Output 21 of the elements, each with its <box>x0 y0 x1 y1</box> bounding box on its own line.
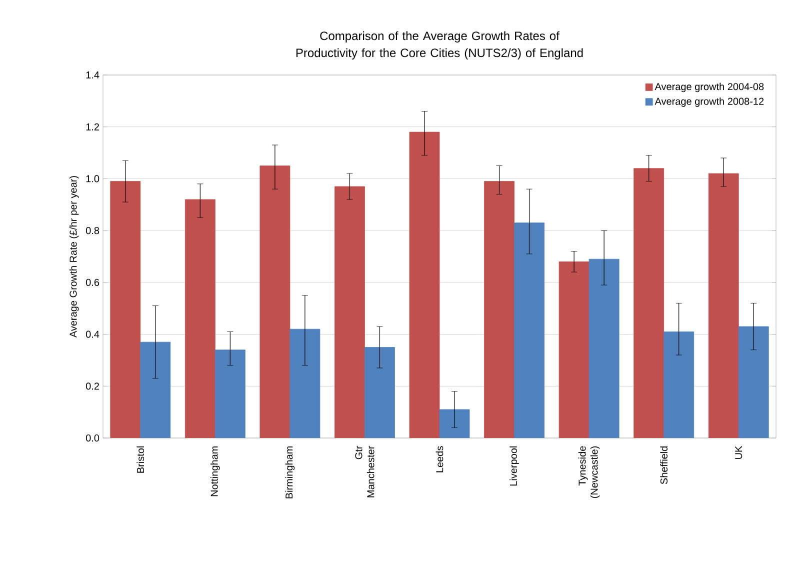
y-tick-label: 0.4 <box>86 330 100 338</box>
y-tick-label: 0.0 <box>86 434 100 442</box>
chart-title: Comparison of the Average Growth Rates of Productivity for the Core Cities (NUTS2/3) of England <box>296 31 583 60</box>
x-tick-label: Sheffield <box>660 446 668 484</box>
legend-label: Average growth 2004-08 <box>654 82 764 92</box>
x-tick-label: Birmingham <box>285 446 295 498</box>
x-tick-label: UK <box>735 446 742 459</box>
x-tick-label: Leeds <box>436 446 444 472</box>
legend-label: Average growth 2008-12 <box>654 98 764 107</box>
y-tick-label: 0.6 <box>86 278 100 286</box>
y-axis-title: Average Growth Rate (£/hr per year) <box>69 176 79 338</box>
y-tick-label: 1.2 <box>86 123 99 130</box>
x-tick-label: Liverpool <box>510 446 519 486</box>
x-tick-label: Nottingham <box>210 446 220 496</box>
y-tick-label: 1.4 <box>86 72 100 78</box>
y-tick-label: 1.0 <box>86 175 100 182</box>
x-tick-label: Gtr Manchester <box>355 446 374 498</box>
x-tick-label: Tyneside (Newcastle) <box>578 446 600 498</box>
y-tick-label: 0.2 <box>86 382 99 390</box>
y-tick-label: 0.8 <box>86 227 100 234</box>
x-tick-label: Bristol <box>136 446 144 473</box>
